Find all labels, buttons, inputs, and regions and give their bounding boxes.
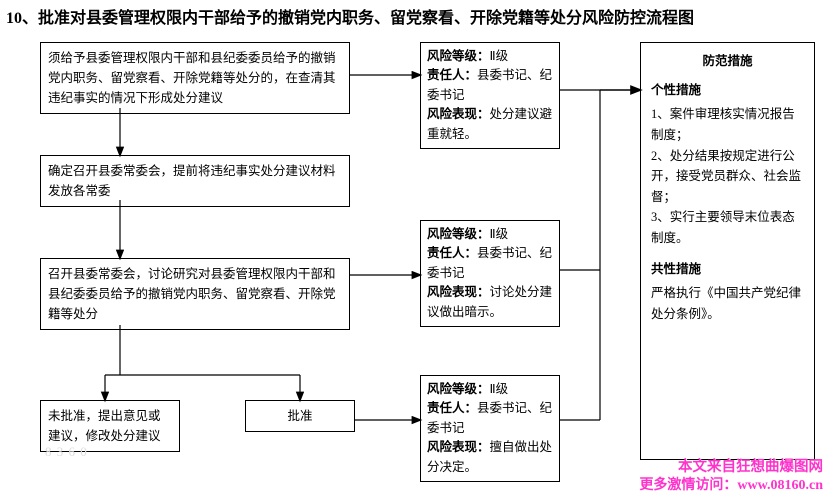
risk-2: 风险等级：Ⅱ级 责任人：县委书记、纪委书记 风险表现：讨论处分建议做出暗示。 — [420, 220, 560, 327]
person-label: 责任人： — [427, 401, 477, 415]
risk-level-label: 风险等级： — [427, 49, 490, 63]
behavior-label: 风险表现： — [427, 285, 490, 299]
measures-heading: 防范措施 — [651, 51, 804, 72]
measures-item-1: 1、案件审理核实情况报告制度； — [651, 104, 804, 145]
step-1: 须给予县委管理权限内干部和县纪委委员给予的撤销党内职务、留党察看、开除党籍等处分… — [40, 42, 350, 114]
measures-item-2: 2、处分结果按规定进行公开，接受党员群众、社会监督； — [651, 146, 804, 208]
measures-sub1: 个性措施 — [651, 80, 804, 101]
person-label: 责任人： — [427, 68, 477, 82]
step-4b-approve: 批准 — [245, 400, 355, 432]
risk-2-level: Ⅱ级 — [490, 227, 509, 241]
watermark-faint: 8 3 6 0 — [45, 444, 88, 460]
behavior-label: 风险表现： — [427, 440, 490, 454]
risk-3: 风险等级：Ⅱ级 责任人：县委书记、纪委书记 风险表现：擅自做出处分决定。 — [420, 375, 560, 482]
risk-1: 风险等级：Ⅱ级 责任人：县委书记、纪委书记 风险表现：处分建议避重就轻。 — [420, 42, 560, 149]
step-2: 确定召开县委常委会，提前将违纪事实处分建议材料发放各常委 — [40, 155, 350, 207]
risk-level-label: 风险等级： — [427, 382, 490, 396]
risk-level-label: 风险等级： — [427, 227, 490, 241]
measures-item-3: 3、实行主要领导末位表态制度。 — [651, 207, 804, 248]
page-title: 10、批准对县委管理权限内干部给予的撤销党内职务、留党察看、开除党籍等处分风险防… — [0, 0, 833, 32]
watermark-line1: 本文来自狂想曲爆图网 — [678, 455, 823, 476]
measures-box: 防范措施 个性措施 1、案件审理核实情况报告制度； 2、处分结果按规定进行公开，… — [640, 42, 815, 460]
watermark-line2: 更多激情访问：www.08160.cn — [639, 474, 823, 494]
measures-sub2: 共性措施 — [651, 259, 804, 280]
risk-3-level: Ⅱ级 — [490, 382, 509, 396]
step-3: 召开县委常委会，讨论研究对县委管理权限内干部和县纪委委员给予的撤销党内职务、留党… — [40, 258, 350, 330]
behavior-label: 风险表现： — [427, 107, 490, 121]
person-label: 责任人： — [427, 246, 477, 260]
measures-common: 严格执行《中国共产党纪律处分条例》。 — [651, 283, 804, 324]
risk-1-level: Ⅱ级 — [490, 49, 509, 63]
